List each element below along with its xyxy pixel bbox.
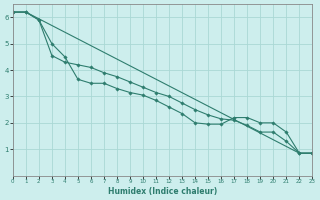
X-axis label: Humidex (Indice chaleur): Humidex (Indice chaleur)	[108, 187, 217, 196]
